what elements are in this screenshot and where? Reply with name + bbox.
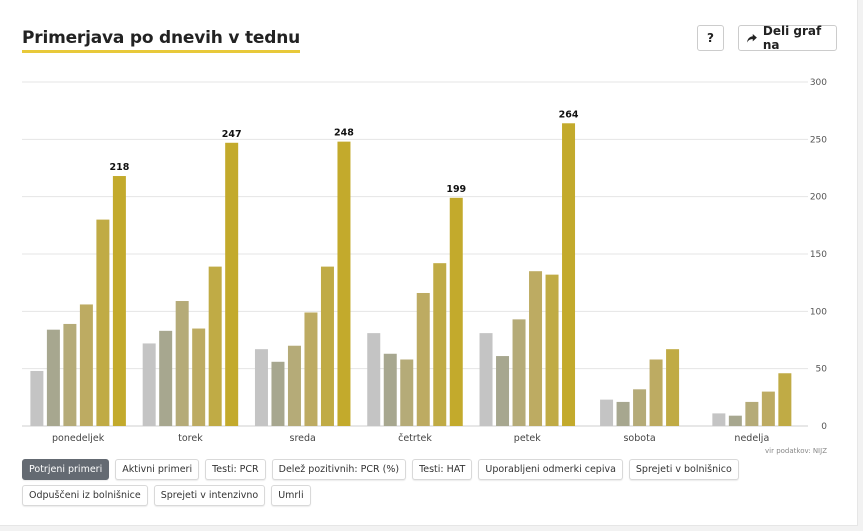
filter-button[interactable]: Sprejeti v bolnišnico — [628, 459, 739, 480]
bar — [30, 370, 44, 426]
x-tick-label: torek — [178, 433, 203, 444]
filter-button[interactable]: Odpuščeni iz bolnišnice — [22, 485, 148, 506]
data-label: 264 — [559, 109, 579, 120]
help-button[interactable]: ? — [697, 25, 724, 51]
bar — [320, 266, 334, 426]
filter-button[interactable]: Umrli — [271, 485, 311, 506]
bar — [416, 292, 430, 426]
bar — [96, 219, 110, 426]
bar — [616, 401, 630, 426]
bar — [46, 329, 60, 426]
chart-title: Primerjava po dnevih v tednu — [22, 28, 300, 53]
data-source: vir podatkov: NIJZ — [765, 447, 827, 455]
data-label: 247 — [222, 129, 242, 140]
bar — [449, 197, 463, 426]
y-tick-label: 50 — [816, 365, 828, 375]
bar — [63, 323, 77, 426]
bar — [496, 356, 510, 426]
bar — [562, 123, 576, 426]
filter-bar: Potrjeni primeri Aktivni primeri Testi: PC… — [22, 459, 812, 506]
bar — [712, 413, 726, 426]
share-button[interactable]: Deli graf na — [738, 24, 837, 52]
bar — [367, 333, 381, 426]
bar — [225, 142, 239, 427]
bar — [633, 389, 647, 426]
data-label: 218 — [109, 162, 129, 173]
y-tick-label: 100 — [810, 307, 827, 317]
bar — [112, 176, 126, 426]
bar — [79, 304, 93, 426]
bar — [400, 359, 414, 426]
filter-button[interactable]: Sprejeti v intenzivno — [153, 485, 266, 506]
bar — [728, 415, 742, 426]
x-tick-label: petek — [514, 433, 541, 444]
bar — [649, 359, 663, 426]
bar — [600, 399, 614, 426]
bar — [304, 312, 318, 426]
bar — [287, 345, 301, 426]
bar — [159, 330, 173, 426]
y-tick-label: 0 — [821, 422, 827, 432]
filter-button[interactable]: Aktivni primeri — [115, 459, 200, 480]
bar — [192, 328, 206, 426]
data-label: 248 — [334, 128, 354, 139]
bar — [778, 373, 792, 426]
y-tick-label: 200 — [810, 193, 827, 203]
x-tick-label: ponedeljek — [52, 433, 105, 444]
bar — [545, 274, 559, 426]
y-tick-label: 150 — [810, 250, 827, 260]
filter-button[interactable]: Uporabljeni odmerki cepiva — [478, 459, 623, 480]
bar — [745, 401, 759, 426]
x-tick-label: četrtek — [398, 433, 432, 444]
bar — [271, 361, 285, 426]
filter-button[interactable]: Testi: PCR — [205, 459, 266, 480]
data-label: 199 — [446, 184, 466, 195]
share-arrow-icon — [747, 33, 757, 43]
bar — [383, 353, 397, 426]
y-tick-label: 250 — [810, 135, 827, 145]
bar — [433, 263, 447, 426]
x-tick-label: nedelja — [734, 433, 769, 444]
filter-button[interactable]: Delež pozitivnih: PCR (%) — [271, 459, 407, 480]
bar — [254, 349, 268, 426]
bar-chart: 0 50 100 150 200 250 300 218 ponedeljek 247 torek 2… — [22, 78, 828, 444]
bar — [666, 349, 680, 426]
bar — [512, 319, 526, 426]
bar — [337, 141, 351, 427]
bar — [761, 391, 775, 426]
filter-button[interactable]: Testi: HAT — [412, 459, 473, 480]
x-tick-label: sreda — [290, 433, 316, 444]
bar — [529, 271, 543, 426]
filter-button[interactable]: Potrjeni primeri — [22, 459, 110, 480]
bar — [175, 301, 189, 426]
bar — [208, 266, 222, 426]
bar — [142, 343, 156, 426]
y-tick-label: 300 — [810, 78, 827, 88]
bar — [479, 333, 493, 426]
x-tick-label: sobota — [623, 433, 655, 444]
share-button-label: Deli graf na — [762, 24, 822, 52]
